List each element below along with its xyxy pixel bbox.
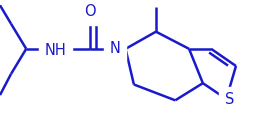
- Text: S: S: [225, 92, 234, 107]
- Text: NH: NH: [44, 43, 66, 58]
- Text: O: O: [84, 4, 95, 19]
- Text: N: N: [110, 41, 121, 56]
